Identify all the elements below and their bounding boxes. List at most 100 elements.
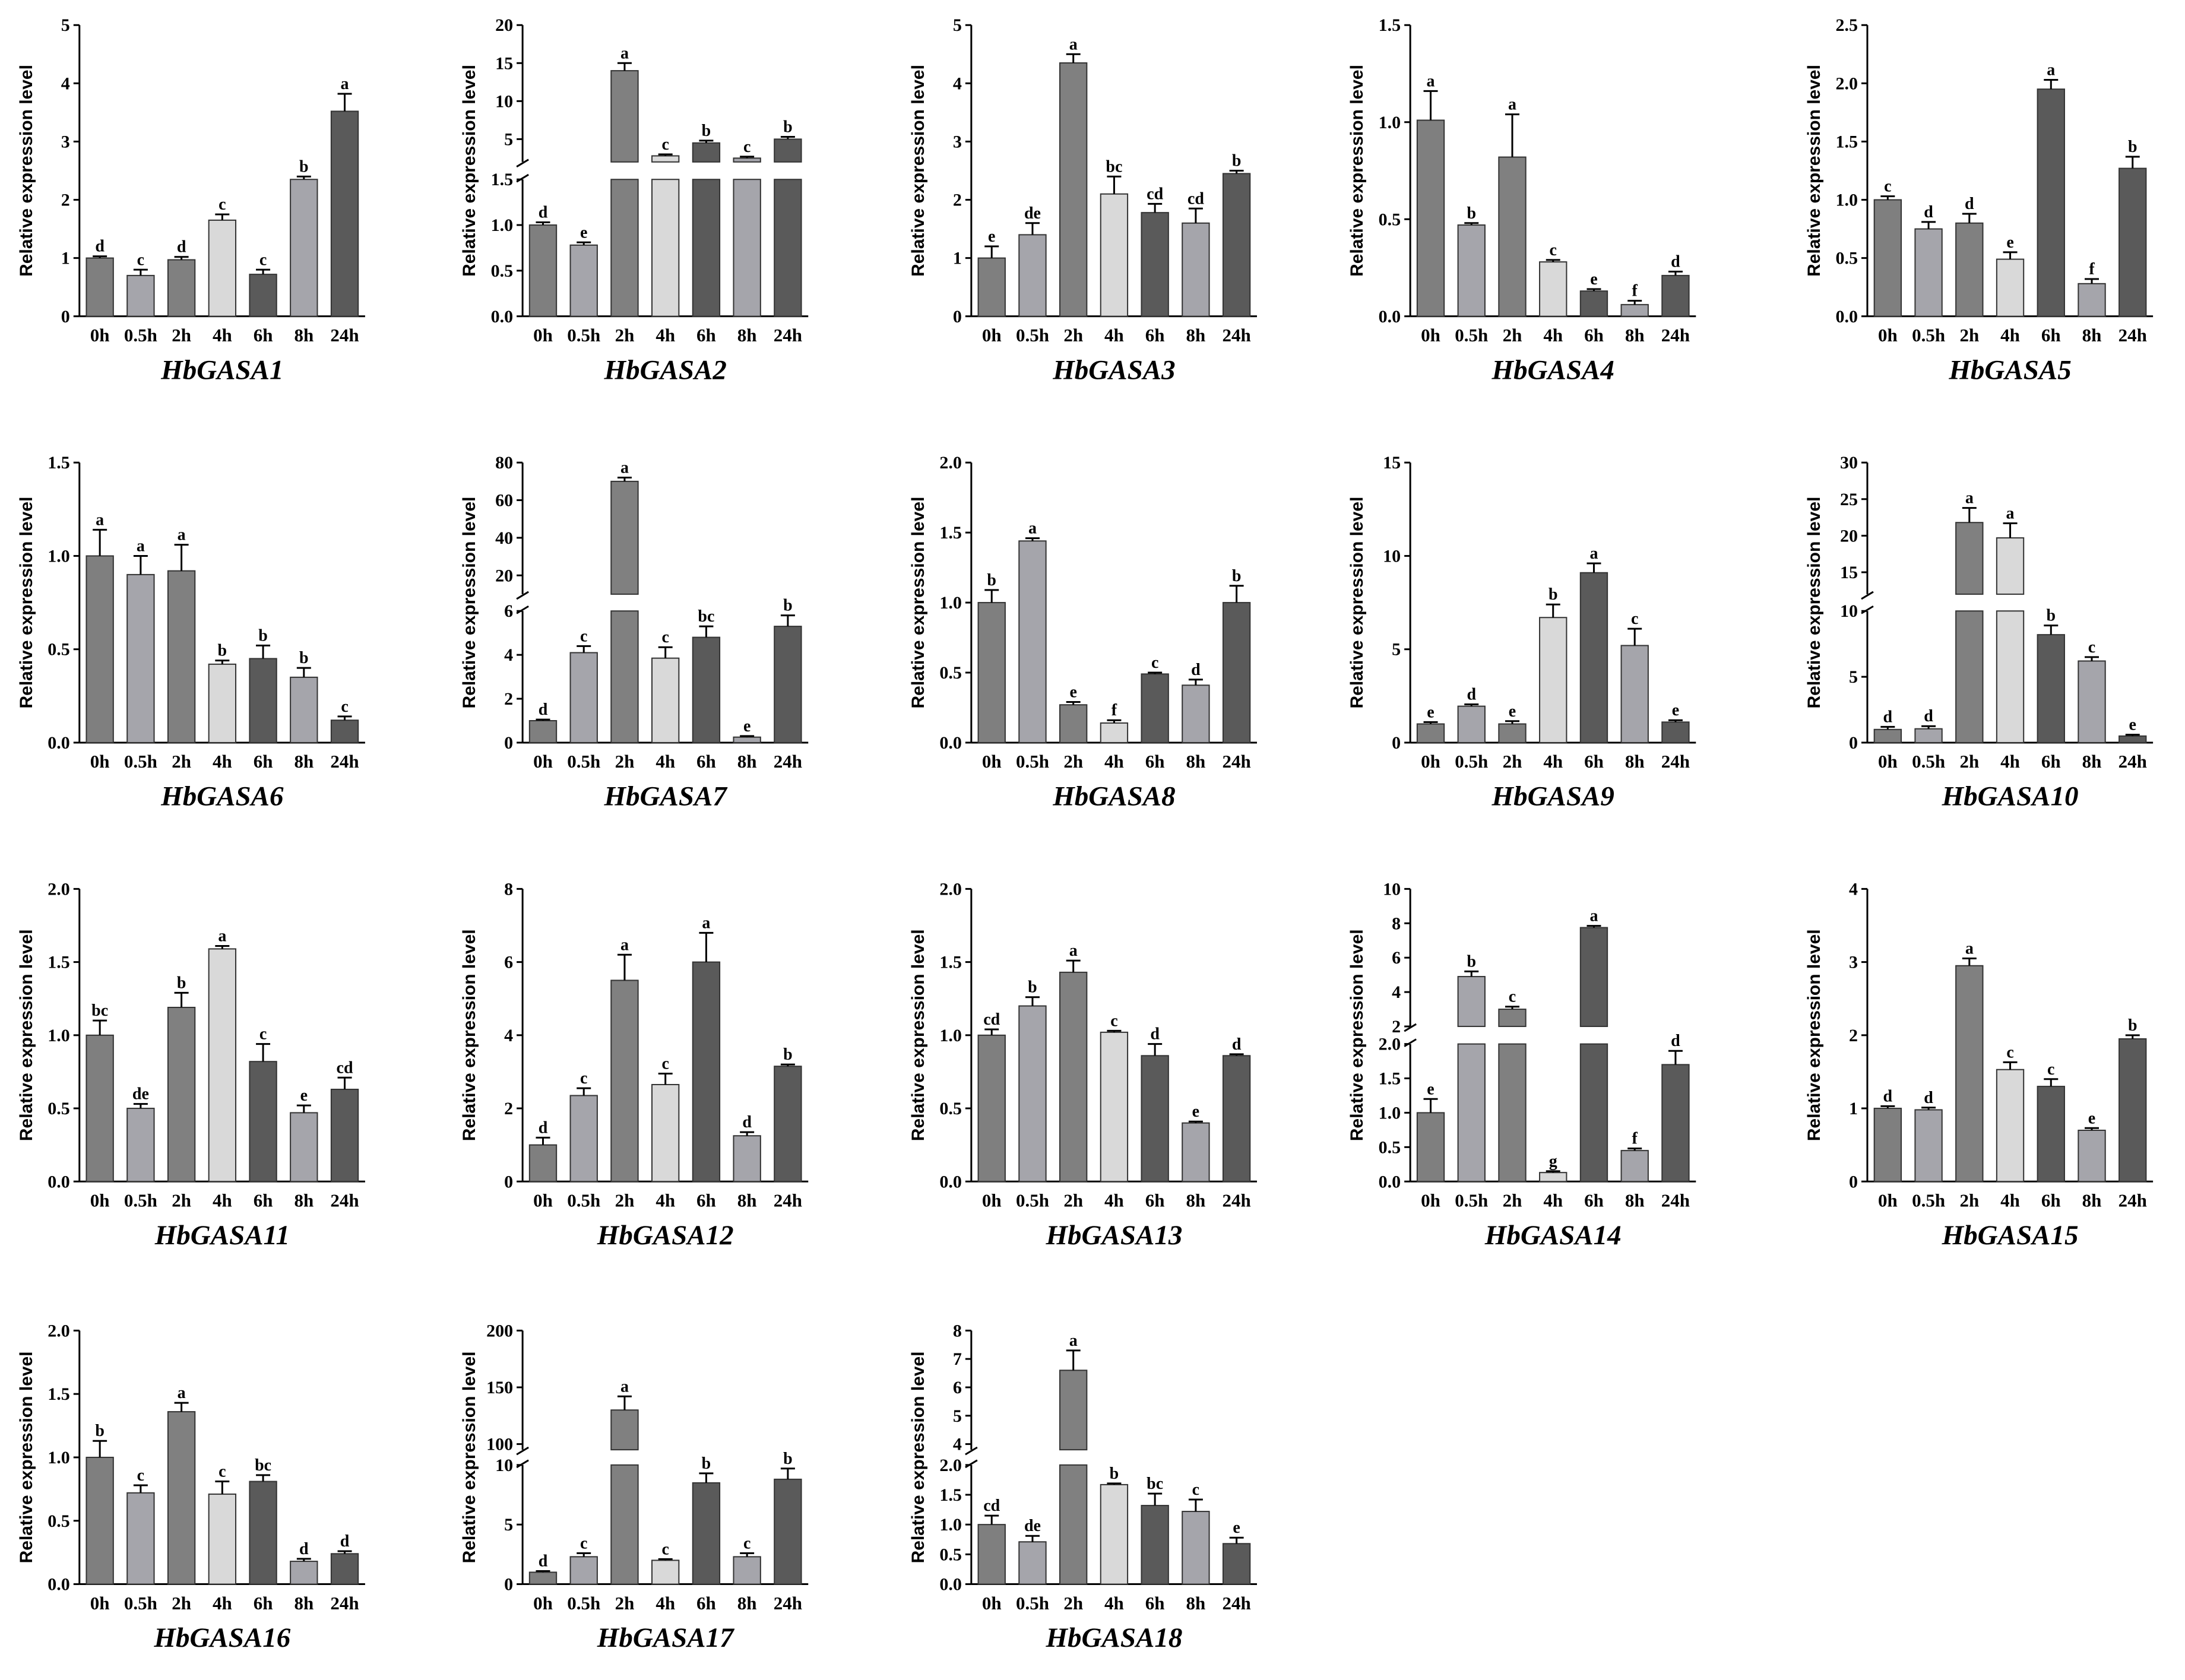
x-tick-label: 2h xyxy=(1959,1190,1979,1211)
x-tick-label: 2h xyxy=(1959,325,1979,345)
y-tick-label: 8 xyxy=(504,879,513,899)
significance-letter: b xyxy=(2128,138,2138,156)
x-tick-label: 4h xyxy=(656,751,675,772)
y-tick-label: 4 xyxy=(61,74,70,93)
x-tick-label: 2h xyxy=(1959,751,1979,772)
bar xyxy=(651,1083,680,1183)
significance-letter: e xyxy=(1233,1519,1240,1537)
y-tick-label: 1 xyxy=(953,249,962,268)
x-tick-label: 6h xyxy=(1584,1190,1604,1211)
y-axis-label: Relative expression level xyxy=(908,497,928,709)
x-tick-label: 8h xyxy=(1186,751,1206,772)
bar xyxy=(167,1006,196,1183)
x-tick-label: 0.5h xyxy=(567,751,600,772)
bar xyxy=(1873,199,1902,317)
chart-title: HbGASA17 xyxy=(597,1622,735,1653)
x-tick-label: 24h xyxy=(774,751,802,772)
x-tick-label: 0.5h xyxy=(124,1593,157,1614)
bar xyxy=(569,244,598,317)
bar xyxy=(1141,1055,1169,1183)
y-tick-label: 2 xyxy=(1392,1017,1401,1036)
y-tick-label: 0.5 xyxy=(48,640,70,660)
x-tick-label: 0.5h xyxy=(1016,751,1049,772)
bar xyxy=(610,480,639,595)
x-tick-label: 4h xyxy=(1104,751,1124,772)
x-tick-label: 8h xyxy=(1625,325,1645,345)
bar xyxy=(1579,290,1608,317)
y-tick-label: 2 xyxy=(1849,1026,1858,1045)
x-tick-label: 6h xyxy=(254,1190,273,1211)
bar xyxy=(2037,1086,2065,1183)
significance-letter: b xyxy=(1467,952,1476,971)
bar xyxy=(1620,645,1649,743)
bar xyxy=(1914,1109,1943,1183)
significance-letter: a xyxy=(620,1377,629,1396)
x-tick-label: 6h xyxy=(2041,325,2061,345)
y-tick-label: 20 xyxy=(495,15,513,35)
y-tick-label: 5 xyxy=(953,1406,962,1426)
y-axis-label: Relative expression level xyxy=(908,929,928,1141)
bar xyxy=(330,110,359,317)
y-tick-label: 0.5 xyxy=(491,261,514,281)
x-tick-label: 2h xyxy=(1063,325,1083,345)
x-tick-label: 24h xyxy=(2118,751,2147,772)
x-tick-label: 8h xyxy=(737,1593,757,1614)
x-tick-label: 8h xyxy=(1186,325,1206,345)
bar xyxy=(1018,234,1047,317)
significance-letter: e xyxy=(1427,1080,1434,1098)
y-tick-label: 2 xyxy=(61,191,70,210)
y-tick-label: 0 xyxy=(504,1575,513,1595)
y-tick-label: 30 xyxy=(1840,453,1858,473)
x-tick-label: 2h xyxy=(615,1593,635,1614)
y-tick-label: 0.5 xyxy=(1835,249,1858,268)
significance-letter: d xyxy=(1883,1087,1893,1105)
significance-letter: c xyxy=(2047,1060,2054,1079)
bar xyxy=(249,1061,277,1183)
bar xyxy=(126,1108,155,1183)
significance-letter: d xyxy=(1232,1035,1242,1054)
bar xyxy=(1457,224,1486,317)
significance-letter: c xyxy=(1509,988,1516,1006)
significance-letter: e xyxy=(1427,703,1434,721)
significance-letter: a xyxy=(218,927,226,945)
bar xyxy=(1141,1505,1169,1585)
x-tick-label: 6h xyxy=(1584,751,1604,772)
x-tick-label: 6h xyxy=(1584,325,1604,345)
bar xyxy=(2118,167,2147,317)
y-axis-label: Relative expression level xyxy=(908,1352,928,1564)
y-tick-label: 0.5 xyxy=(1379,1137,1401,1157)
y-tick-label: 2.5 xyxy=(1835,15,1858,35)
x-tick-label: 2h xyxy=(615,1190,635,1211)
axis-break xyxy=(965,1446,978,1456)
y-tick-label: 0 xyxy=(61,307,70,327)
y-tick-label: 4 xyxy=(1392,982,1401,1002)
x-tick-label: 2h xyxy=(172,325,191,345)
y-tick-label: 4 xyxy=(1849,879,1858,899)
x-tick-label: 0h xyxy=(1878,1190,1898,1211)
significance-letter: c xyxy=(1884,177,1891,196)
x-tick-label: 0.5h xyxy=(124,325,157,345)
x-tick-label: 4h xyxy=(2000,1190,2020,1211)
bar xyxy=(2037,634,2065,743)
y-tick-label: 0.0 xyxy=(1379,1172,1401,1191)
x-tick-label: 24h xyxy=(1223,1190,1251,1211)
chart-title: HbGASA10 xyxy=(1942,781,2079,812)
significance-letter: d xyxy=(1671,1032,1680,1050)
significance-letter: f xyxy=(2089,260,2095,278)
x-tick-label: 0.5h xyxy=(1016,325,1049,345)
y-tick-label: 1.0 xyxy=(48,1448,70,1467)
x-tick-label: 2h xyxy=(172,751,191,772)
bar xyxy=(290,1112,318,1183)
significance-letter: b xyxy=(783,597,793,615)
x-tick-label: 24h xyxy=(774,325,802,345)
significance-letter: d xyxy=(1965,195,1974,213)
significance-letter: c xyxy=(2006,1043,2013,1061)
y-tick-label: 1.5 xyxy=(48,1384,70,1404)
significance-letter: a xyxy=(1427,72,1435,90)
bar xyxy=(733,736,761,743)
significance-letter: a xyxy=(620,936,629,954)
y-tick-label: 3 xyxy=(1849,953,1858,972)
significance-letter: a xyxy=(1069,1332,1078,1350)
y-axis-label: Relative expression level xyxy=(1347,929,1367,1141)
bar xyxy=(1059,62,1088,317)
